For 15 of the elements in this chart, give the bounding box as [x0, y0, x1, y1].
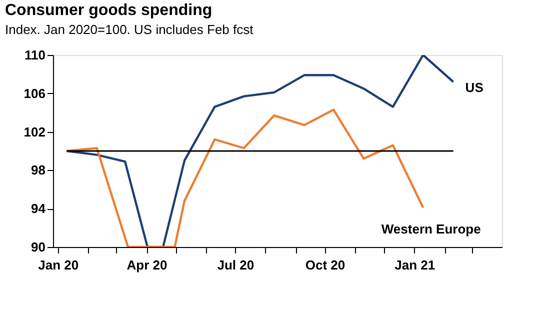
- chart-title: Consumer goods spending: [5, 2, 212, 19]
- series-label: US: [465, 80, 484, 95]
- y-tick-label: 102: [24, 124, 46, 140]
- y-tick-label: 106: [24, 86, 46, 101]
- y-tick-label: 110: [24, 48, 46, 62]
- x-tick-label: Oct 20: [305, 258, 346, 272]
- x-tick-label: Jul 20: [217, 258, 254, 272]
- x-tick-label: Jan 20: [38, 258, 79, 272]
- y-tick-label: 98: [31, 162, 46, 178]
- x-tick-label: Jan 21: [394, 258, 436, 272]
- series-label: Western Europe: [381, 222, 481, 237]
- y-tick-label: 90: [31, 240, 46, 254]
- y-tick-label: 94: [31, 201, 46, 216]
- chart-subtitle: Index. Jan 2020=100. US includes Feb fcst: [5, 22, 254, 37]
- x-tick-label: Apr 20: [126, 258, 168, 272]
